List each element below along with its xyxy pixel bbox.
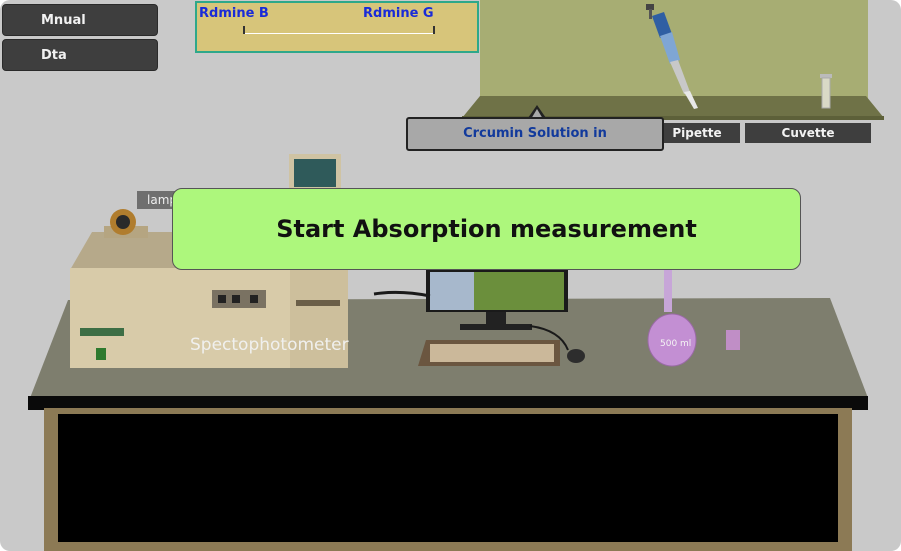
manual-button[interactable]: Mnual xyxy=(2,4,158,36)
data-button[interactable]: Dta xyxy=(2,39,158,71)
micropipette-icon[interactable] xyxy=(640,2,710,112)
slider-right-label: Rdmine G xyxy=(363,6,434,21)
start-absorption-label: Start Absorption measurement xyxy=(276,215,697,243)
slider-right-handle[interactable] xyxy=(433,26,435,34)
manual-button-label: Mnual xyxy=(41,13,86,28)
lamp-tag: lamp xyxy=(137,191,179,209)
pipette-button-label: Pipette xyxy=(672,126,722,140)
slider-left-handle[interactable] xyxy=(243,26,245,34)
pipette-button[interactable]: Pipette xyxy=(654,123,740,143)
cuvette-button[interactable]: Cuvette xyxy=(745,123,871,143)
start-absorption-button[interactable]: Start Absorption measurement xyxy=(172,188,801,270)
flask-volume-label: 500 ml xyxy=(660,339,692,349)
lab-bench xyxy=(28,154,868,551)
cuvette-icon[interactable] xyxy=(818,72,834,110)
tool-shelf xyxy=(462,96,884,120)
slider-track[interactable] xyxy=(243,33,435,34)
spectrophotometer-label: Spectophotometer xyxy=(190,335,349,355)
data-button-label: Dta xyxy=(41,48,67,63)
lamp-label: lamp xyxy=(147,193,177,207)
cuvette-button-label: Cuvette xyxy=(781,126,835,140)
solution-tooltip: Crcumin Solution in xyxy=(406,117,664,151)
tooltip-arrow-fill xyxy=(531,109,543,119)
slider-left-label: Rdmine B xyxy=(199,6,269,21)
tooltip-text: Crcumin Solution in xyxy=(463,126,607,141)
dye-slider-panel: Rdmine B Rdmine G xyxy=(195,1,479,53)
